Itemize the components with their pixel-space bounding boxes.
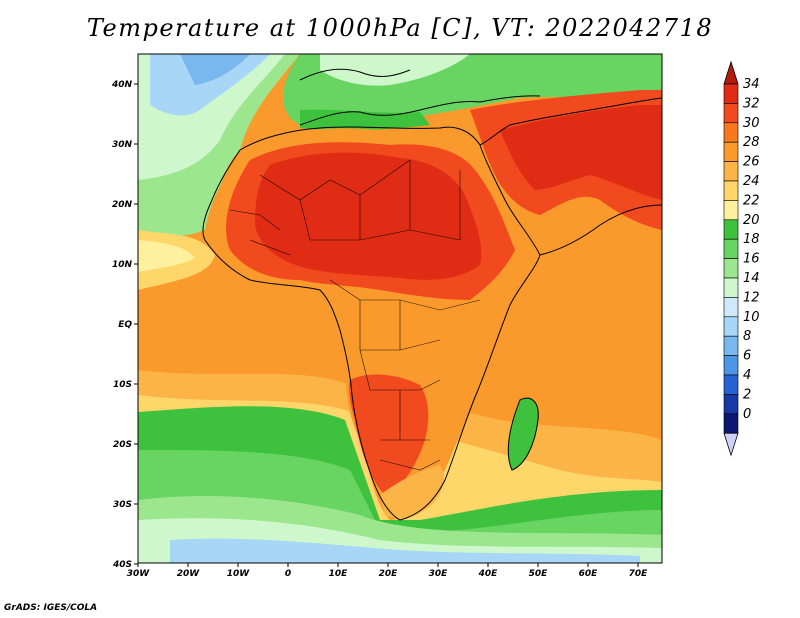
africa-coastline (202, 126, 541, 521)
x-tick-label: 70E (629, 569, 649, 579)
x-tick-label: 50E (529, 569, 549, 579)
colorbar-swatch (723, 161, 739, 182)
colorbar-swatch (723, 103, 739, 124)
southern-ocean-band-12 (170, 538, 640, 563)
y-tick-label: 20S (113, 440, 132, 450)
colorbar-label: 2 (743, 387, 751, 402)
colorbar-label: 26 (743, 155, 760, 170)
x-axis: 30W 20W 10W 0 10E 20E 30E 40E 50E 60E 70E (127, 563, 648, 579)
arabia-coastline (479, 97, 662, 256)
colorbar-swatch (723, 141, 739, 162)
europe-16 (320, 54, 470, 86)
colorbar-label: 4 (743, 368, 751, 383)
x-tick-label: 30W (127, 569, 151, 579)
colorbar-max-triangle (723, 60, 739, 85)
colorbar-label: 8 (743, 329, 751, 344)
madagascar-island (508, 398, 539, 470)
x-tick-label: 60E (579, 569, 599, 579)
colorbar-label: 10 (743, 310, 760, 325)
y-tick-label: 10N (112, 260, 133, 270)
colorbar-swatch (723, 374, 739, 395)
south-africa-cool (380, 465, 445, 519)
colorbar-swatch (723, 238, 739, 259)
colorbar-label: 28 (743, 135, 760, 150)
colorbar-label: 12 (743, 290, 760, 305)
x-tick-label: 20E (379, 569, 399, 579)
north-atlantic-14 (150, 54, 270, 116)
colorbar-label: 20 (743, 213, 760, 228)
colorbar-label: 18 (743, 232, 760, 247)
x-tick-label: 30E (429, 569, 449, 579)
grads-credit: GrADS: IGES/COLA (4, 603, 98, 613)
colorbar-label: 22 (743, 193, 760, 208)
x-tick-label: 10E (329, 569, 349, 579)
colorbar-swatch (723, 277, 739, 298)
colorbar-label: 14 (743, 271, 760, 286)
y-tick-label: 30N (112, 140, 133, 150)
colorbar-swatch (723, 297, 739, 318)
y-tick-label: 40N (111, 80, 133, 90)
y-tick-label: 40S (112, 560, 132, 570)
x-tick-label: 40E (478, 569, 499, 579)
coastline-outlines (202, 68, 662, 521)
x-tick-label: 0 (285, 569, 291, 579)
colorbar-swatch (723, 316, 739, 337)
y-axis: 40N 30N 20N 10N EQ 10S 20S 30S 40S (111, 80, 138, 570)
plot-frame (137, 53, 663, 564)
colorbar-label: 30 (743, 116, 760, 131)
y-tick-label: 30S (113, 500, 132, 510)
x-tick-label: 20W (177, 569, 201, 579)
chart-title: Temperature at 1000hPa [C], VT: 20220427… (86, 14, 714, 42)
y-tick-label: 20N (112, 200, 133, 210)
colorbar-swatch (723, 83, 739, 104)
colorbar-swatch (723, 180, 739, 201)
y-tick-label: 10S (113, 380, 132, 390)
arabia-hot-32 (500, 105, 662, 200)
europe-coastline (299, 68, 541, 126)
colorbar-swatch (723, 122, 739, 143)
colorbar-swatch (723, 413, 739, 434)
colorbar-swatch (723, 200, 739, 221)
colorbar-label: 0 (743, 407, 751, 422)
africa-hot-32 (255, 152, 482, 280)
colorbar-swatch (723, 335, 739, 356)
madagascar-coastline (507, 397, 539, 471)
colorbar-label: 34 (743, 77, 760, 92)
country-borders (229, 159, 481, 471)
colorbar-label: 24 (743, 174, 760, 189)
colorbar-label: 6 (743, 349, 751, 364)
colorbar-min-triangle (723, 432, 739, 457)
x-tick-label: 10W (227, 569, 251, 579)
colorbar-swatch (723, 355, 739, 376)
colorbar-swatch (723, 219, 739, 240)
y-tick-label: EQ (118, 320, 132, 330)
colorbar-label: 32 (743, 96, 760, 111)
tropical-atlantic-22 (138, 240, 195, 272)
southern-africa-hot (349, 374, 429, 495)
colorbar-swatch (723, 394, 739, 415)
colorbar-label: 16 (743, 252, 760, 267)
colorbar-swatch (723, 258, 739, 279)
north-atlantic-12 (180, 54, 250, 85)
